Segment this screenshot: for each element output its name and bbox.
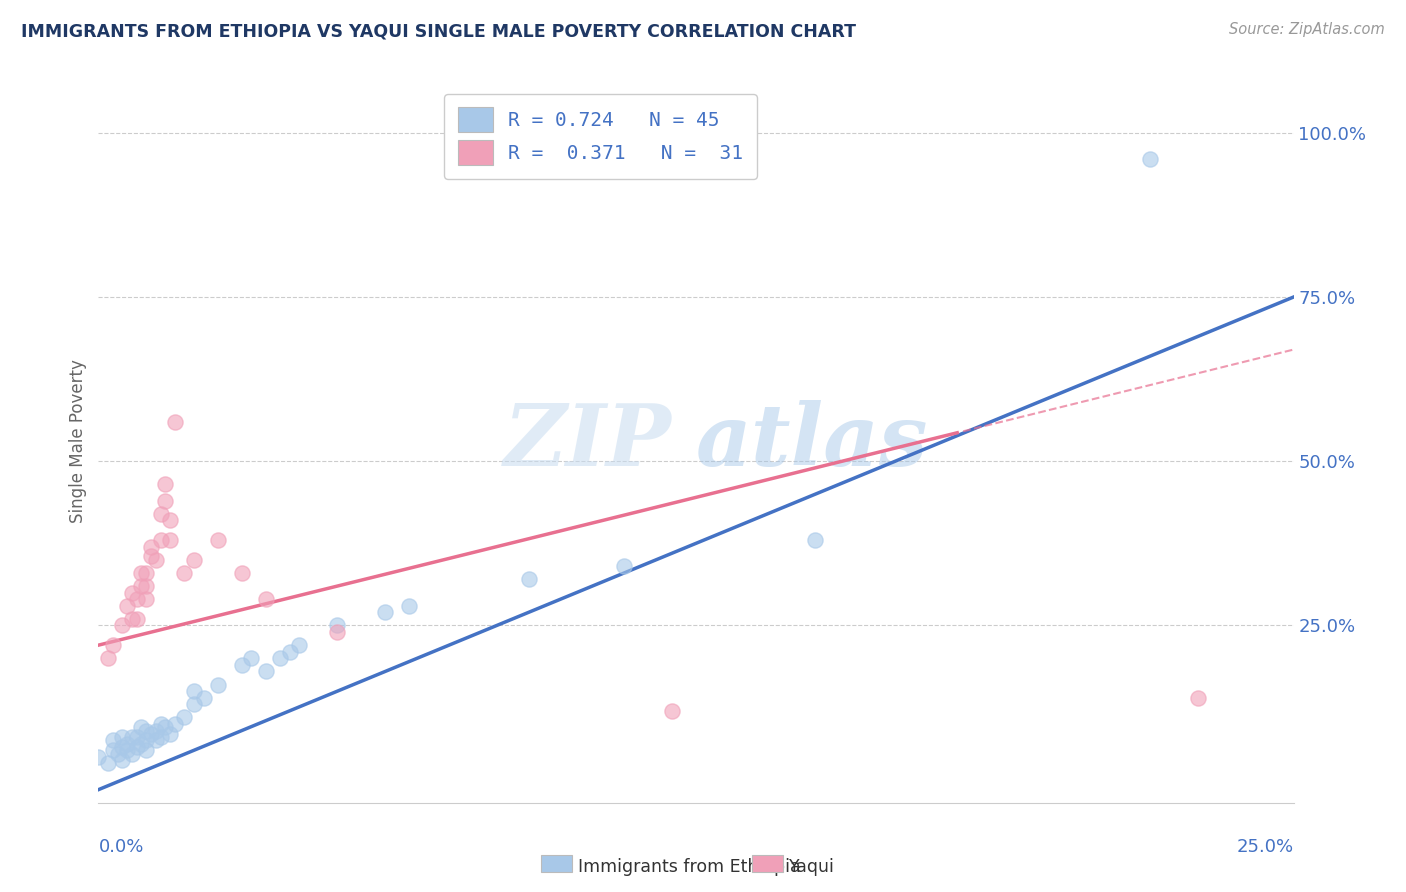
Point bbox=[155, 720, 177, 734]
Point bbox=[183, 684, 205, 698]
Point bbox=[121, 585, 143, 599]
Point bbox=[135, 566, 157, 580]
Point bbox=[159, 533, 181, 547]
Point bbox=[125, 739, 148, 754]
Point bbox=[155, 477, 177, 491]
Point bbox=[121, 612, 143, 626]
Point bbox=[125, 592, 148, 607]
Point bbox=[240, 651, 263, 665]
Point bbox=[155, 493, 177, 508]
Point bbox=[115, 743, 138, 757]
Point bbox=[804, 533, 827, 547]
Point bbox=[326, 625, 349, 640]
Legend: R = 0.724   N = 45, R =  0.371   N =  31: R = 0.724 N = 45, R = 0.371 N = 31 bbox=[444, 94, 756, 178]
Point bbox=[288, 638, 311, 652]
Point bbox=[135, 743, 157, 757]
Point bbox=[207, 677, 229, 691]
Point bbox=[97, 651, 120, 665]
Point bbox=[613, 559, 636, 574]
Point bbox=[131, 579, 153, 593]
Point bbox=[326, 618, 349, 632]
Point bbox=[183, 553, 205, 567]
Point bbox=[149, 507, 172, 521]
Point bbox=[159, 513, 181, 527]
Point bbox=[135, 579, 157, 593]
Text: 25.0%: 25.0% bbox=[1236, 838, 1294, 855]
Point bbox=[111, 739, 134, 754]
Point bbox=[159, 727, 181, 741]
Point bbox=[111, 618, 134, 632]
Point bbox=[231, 566, 253, 580]
Point bbox=[517, 573, 540, 587]
Text: atlas: atlas bbox=[696, 400, 928, 483]
Point bbox=[173, 566, 195, 580]
Point bbox=[111, 730, 134, 744]
Point bbox=[101, 743, 124, 757]
Point bbox=[125, 730, 148, 744]
Point bbox=[101, 733, 124, 747]
Text: Immigrants from Ethiopia: Immigrants from Ethiopia bbox=[578, 858, 800, 876]
Point bbox=[661, 704, 683, 718]
Point bbox=[149, 533, 172, 547]
Point bbox=[131, 737, 153, 751]
Point bbox=[121, 730, 143, 744]
Point bbox=[398, 599, 420, 613]
Point bbox=[149, 717, 172, 731]
Text: Source: ZipAtlas.com: Source: ZipAtlas.com bbox=[1229, 22, 1385, 37]
Point bbox=[125, 612, 148, 626]
Point bbox=[135, 733, 157, 747]
Point bbox=[183, 698, 205, 712]
Point bbox=[131, 720, 153, 734]
Point bbox=[278, 645, 301, 659]
Point bbox=[115, 599, 138, 613]
Text: IMMIGRANTS FROM ETHIOPIA VS YAQUI SINGLE MALE POVERTY CORRELATION CHART: IMMIGRANTS FROM ETHIOPIA VS YAQUI SINGLE… bbox=[21, 22, 856, 40]
Point bbox=[111, 753, 134, 767]
Text: Yaqui: Yaqui bbox=[789, 858, 835, 876]
Point bbox=[145, 733, 167, 747]
Point bbox=[139, 727, 162, 741]
Point bbox=[107, 747, 129, 761]
Point bbox=[1139, 152, 1161, 166]
Point bbox=[163, 717, 186, 731]
Point bbox=[101, 638, 124, 652]
Point bbox=[97, 756, 120, 771]
Point bbox=[135, 592, 157, 607]
Point bbox=[149, 730, 172, 744]
Point bbox=[145, 553, 167, 567]
Point bbox=[207, 533, 229, 547]
Point bbox=[163, 415, 186, 429]
Point bbox=[145, 723, 167, 738]
Point bbox=[1187, 690, 1209, 705]
Point bbox=[269, 651, 291, 665]
Point bbox=[254, 665, 277, 679]
Y-axis label: Single Male Poverty: Single Male Poverty bbox=[69, 359, 87, 524]
Point bbox=[139, 549, 162, 564]
Point bbox=[121, 747, 143, 761]
Text: 0.0%: 0.0% bbox=[98, 838, 143, 855]
Point bbox=[87, 749, 110, 764]
Point bbox=[374, 605, 396, 619]
Point bbox=[254, 592, 277, 607]
Point bbox=[173, 710, 195, 724]
Point bbox=[135, 723, 157, 738]
Point bbox=[193, 690, 215, 705]
Point bbox=[139, 540, 162, 554]
Point bbox=[115, 737, 138, 751]
Text: ZIP: ZIP bbox=[505, 400, 672, 483]
Point bbox=[231, 657, 253, 672]
Point bbox=[131, 566, 153, 580]
